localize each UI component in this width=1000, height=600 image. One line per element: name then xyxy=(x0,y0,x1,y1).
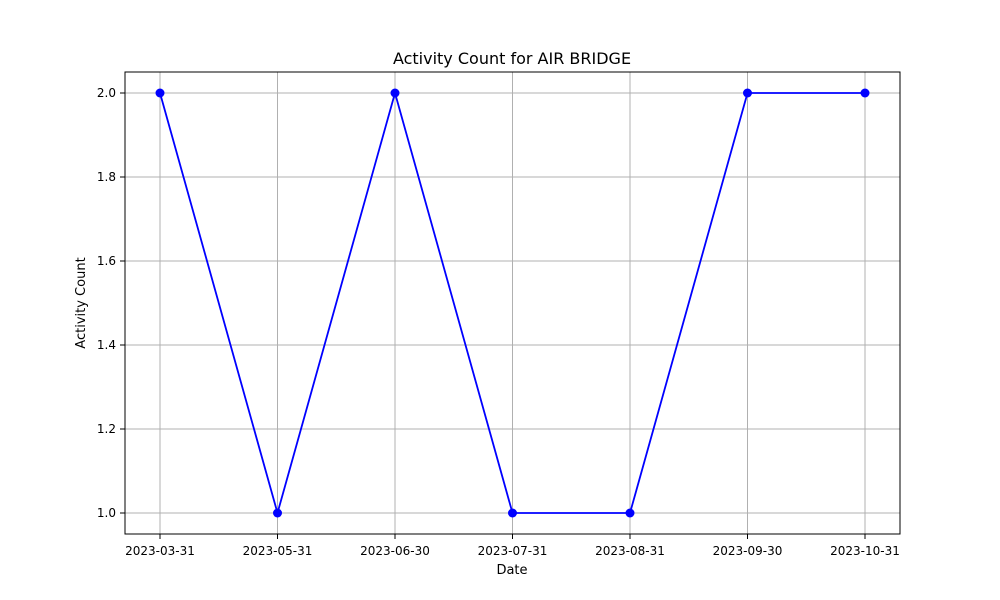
x-tick-label: 2023-07-31 xyxy=(478,544,548,558)
x-axis-label: Date xyxy=(496,563,527,578)
data-point xyxy=(390,88,400,98)
x-tick-label: 2023-03-31 xyxy=(125,544,195,558)
ticks: 2023-03-31 2023-05-31 2023-06-30 2023-07-31… xyxy=(97,86,900,558)
y-tick-label: 1.2 xyxy=(97,422,116,436)
x-tick-label: 2023-10-31 xyxy=(830,544,900,558)
data-point xyxy=(743,88,752,98)
y-tick-label: 2.0 xyxy=(97,86,116,100)
y-axis-label: Activity Count xyxy=(74,257,89,348)
y-tick-label: 1.8 xyxy=(97,170,116,184)
x-tick-label: 2023-06-30 xyxy=(360,544,430,558)
x-tick-label: 2023-09-30 xyxy=(713,544,783,558)
data-point xyxy=(508,508,517,518)
data-point xyxy=(625,508,635,518)
x-tick-label: 2023-05-31 xyxy=(243,544,313,558)
data-point xyxy=(155,88,165,98)
y-tick-label: 1.6 xyxy=(97,254,116,268)
y-tick-label: 1.4 xyxy=(97,338,116,352)
grid xyxy=(125,72,900,534)
x-tick-label: 2023-08-31 xyxy=(595,544,665,558)
data-point xyxy=(273,508,282,518)
data-point xyxy=(860,88,870,98)
chart-title: Activity Count for AIR BRIDGE xyxy=(393,49,631,68)
y-tick-label: 1.0 xyxy=(97,506,116,520)
series xyxy=(155,88,870,518)
